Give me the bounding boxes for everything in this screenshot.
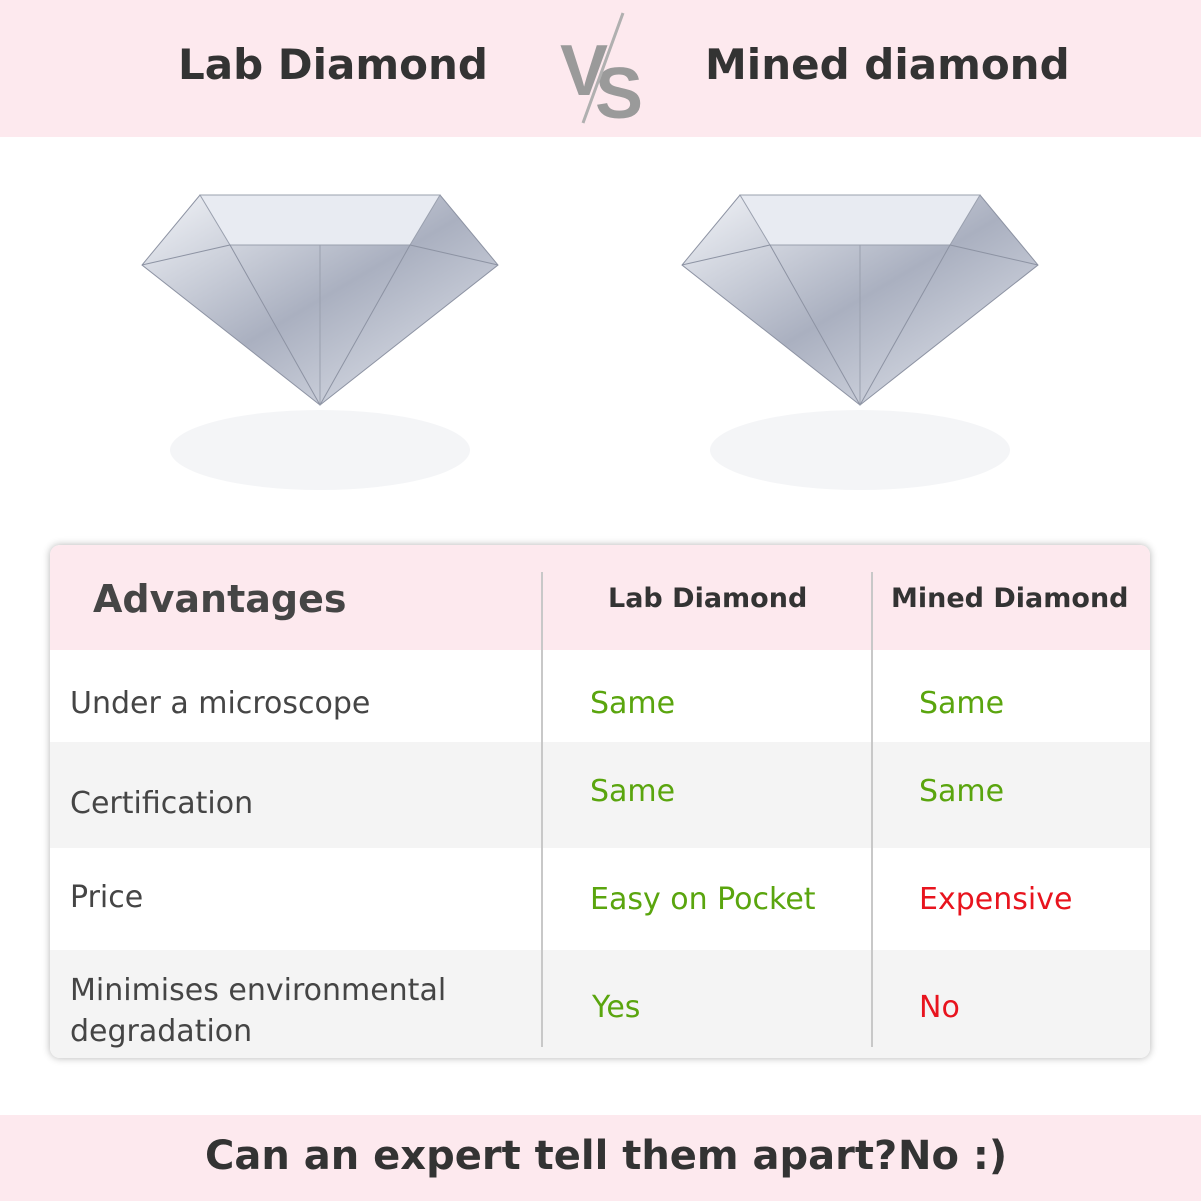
- table-row: Certification Same Same: [50, 742, 1150, 848]
- lab-diamond-title: Lab Diamond: [178, 40, 488, 89]
- lab-value: Same: [590, 774, 676, 809]
- header-lab-diamond: Lab Diamond: [608, 583, 808, 614]
- svg-text:S: S: [595, 54, 643, 125]
- mined-diamond-image: [681, 194, 1039, 490]
- header-band: Lab Diamond V S Mined diamond: [0, 0, 1201, 137]
- row-label: Price: [70, 880, 144, 915]
- row-label: Certification: [70, 786, 254, 821]
- table-row: Under a microscope Same Same: [50, 650, 1150, 742]
- mined-value: No: [919, 990, 960, 1025]
- mined-value: Same: [919, 686, 1005, 721]
- table-row: Price Easy on Pocket Expensive: [50, 848, 1150, 950]
- mined-value: Same: [919, 774, 1005, 809]
- mined-diamond-title: Mined diamond: [705, 40, 1070, 89]
- footer-band: Can an expert tell them apart? No :): [0, 1115, 1201, 1201]
- table-header-row: Advantages Lab Diamond Mined Diamond: [50, 545, 1150, 650]
- column-divider: [541, 572, 543, 1047]
- svg-text:V: V: [560, 31, 608, 111]
- header-advantages: Advantages: [93, 577, 347, 621]
- vs-logo: V S: [560, 12, 643, 125]
- lab-value: Same: [590, 686, 676, 721]
- lab-value: Yes: [592, 990, 641, 1025]
- footer-answer: No :): [898, 1133, 1008, 1179]
- lab-value: Easy on Pocket: [590, 882, 816, 917]
- column-divider: [871, 572, 873, 1047]
- row-label: Under a microscope: [70, 686, 371, 721]
- lab-diamond-image: [141, 194, 499, 490]
- mined-value: Expensive: [919, 882, 1073, 917]
- row-label: Minimises environmental degradation: [70, 973, 447, 1049]
- comparison-table: Advantages Lab Diamond Mined Diamond Und…: [50, 545, 1150, 1058]
- table-row: Minimises environmental degradation Yes …: [50, 950, 1150, 1058]
- header-mined-diamond: Mined Diamond: [891, 583, 1129, 614]
- footer-question: Can an expert tell them apart?: [205, 1133, 898, 1179]
